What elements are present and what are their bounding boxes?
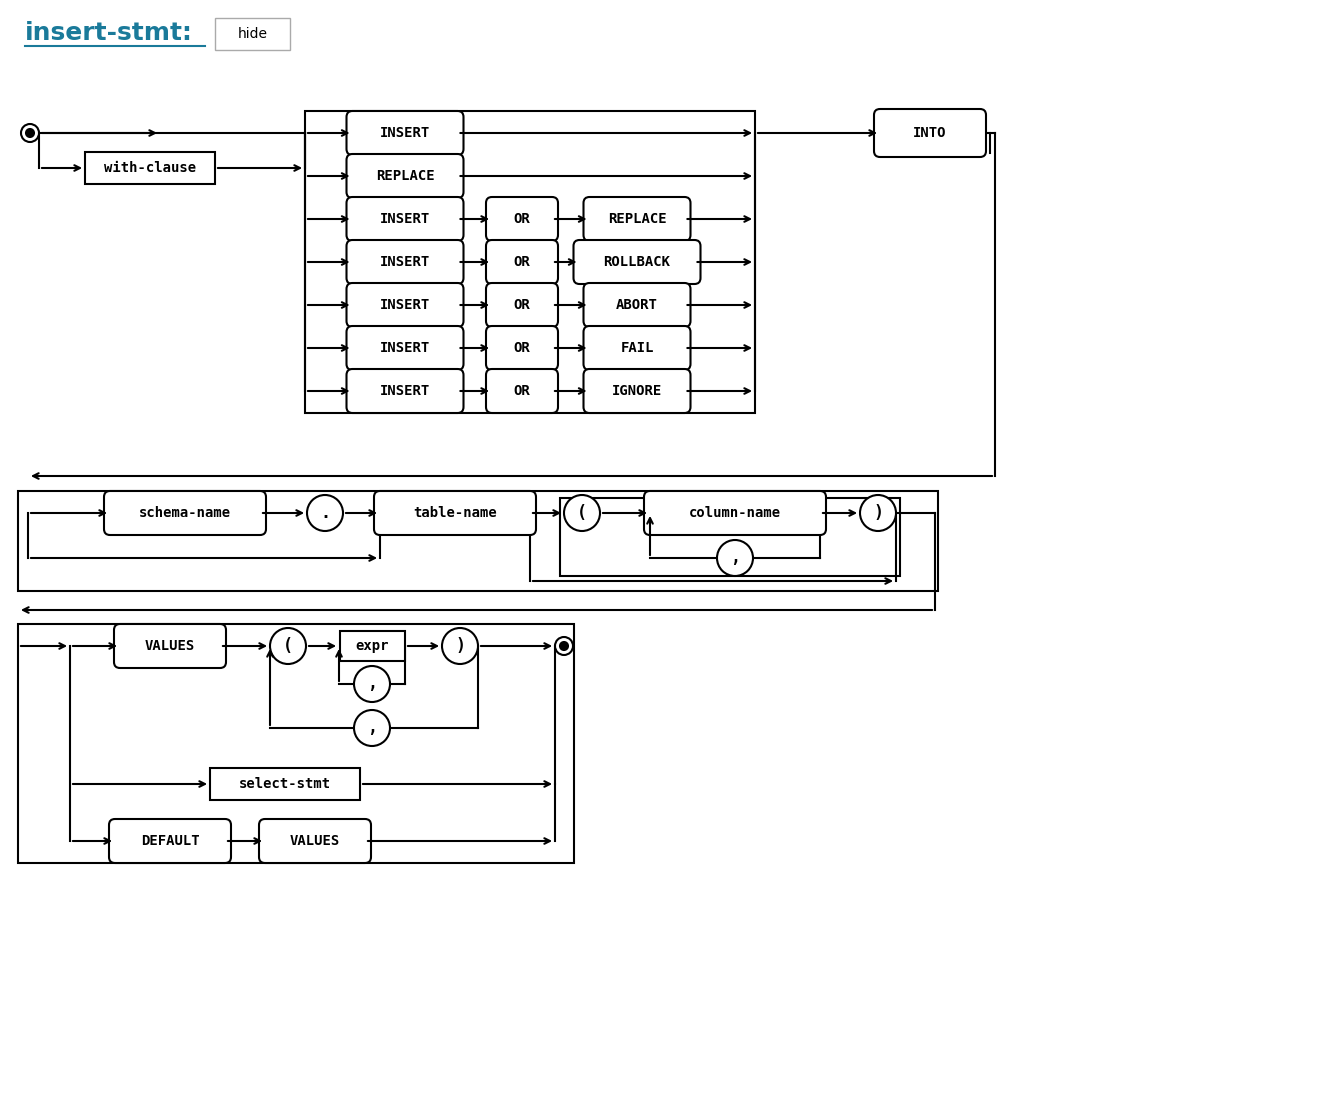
FancyBboxPatch shape bbox=[347, 240, 463, 284]
Text: INSERT: INSERT bbox=[380, 212, 430, 226]
Text: INSERT: INSERT bbox=[380, 341, 430, 356]
Text: REPLACE: REPLACE bbox=[608, 212, 666, 226]
Text: (: ( bbox=[283, 637, 293, 655]
Text: INSERT: INSERT bbox=[380, 126, 430, 140]
Text: OR: OR bbox=[514, 383, 531, 398]
Text: schema-name: schema-name bbox=[139, 506, 232, 520]
Text: select-stmt: select-stmt bbox=[238, 777, 331, 792]
FancyBboxPatch shape bbox=[109, 819, 230, 863]
FancyBboxPatch shape bbox=[347, 154, 463, 198]
FancyBboxPatch shape bbox=[347, 369, 463, 413]
Text: ROLLBACK: ROLLBACK bbox=[604, 255, 670, 269]
Text: ,: , bbox=[367, 719, 377, 737]
Text: IGNORE: IGNORE bbox=[612, 383, 662, 398]
Text: INSERT: INSERT bbox=[380, 383, 430, 398]
FancyBboxPatch shape bbox=[643, 491, 826, 536]
Circle shape bbox=[560, 642, 568, 650]
FancyBboxPatch shape bbox=[573, 240, 700, 284]
FancyBboxPatch shape bbox=[339, 631, 405, 661]
Text: insert-stmt:: insert-stmt: bbox=[25, 21, 193, 45]
Circle shape bbox=[21, 124, 38, 142]
Text: with-clause: with-clause bbox=[105, 161, 196, 176]
FancyBboxPatch shape bbox=[584, 197, 691, 241]
Text: ): ) bbox=[455, 637, 465, 655]
Text: REPLACE: REPLACE bbox=[376, 169, 434, 183]
Text: OR: OR bbox=[514, 255, 531, 269]
Circle shape bbox=[861, 495, 896, 531]
FancyBboxPatch shape bbox=[347, 111, 463, 155]
Circle shape bbox=[442, 628, 478, 664]
Circle shape bbox=[555, 637, 573, 655]
Text: OR: OR bbox=[514, 341, 531, 356]
Circle shape bbox=[270, 628, 306, 664]
FancyBboxPatch shape bbox=[114, 624, 226, 667]
Circle shape bbox=[354, 666, 391, 702]
Text: INSERT: INSERT bbox=[380, 255, 430, 269]
Text: OR: OR bbox=[514, 299, 531, 312]
FancyBboxPatch shape bbox=[486, 283, 557, 326]
Circle shape bbox=[26, 129, 34, 138]
FancyBboxPatch shape bbox=[347, 197, 463, 241]
Text: column-name: column-name bbox=[688, 506, 781, 520]
Text: OR: OR bbox=[514, 212, 531, 226]
FancyBboxPatch shape bbox=[486, 326, 557, 370]
Text: (: ( bbox=[577, 504, 587, 522]
FancyBboxPatch shape bbox=[105, 491, 266, 536]
FancyBboxPatch shape bbox=[85, 152, 214, 184]
Text: ): ) bbox=[873, 504, 883, 522]
Text: ,: , bbox=[730, 549, 740, 567]
Circle shape bbox=[718, 540, 753, 576]
FancyBboxPatch shape bbox=[584, 283, 691, 326]
Text: VALUES: VALUES bbox=[290, 834, 340, 847]
Text: INSERT: INSERT bbox=[380, 299, 430, 312]
FancyBboxPatch shape bbox=[347, 283, 463, 326]
FancyBboxPatch shape bbox=[584, 326, 691, 370]
FancyBboxPatch shape bbox=[347, 326, 463, 370]
FancyBboxPatch shape bbox=[486, 240, 557, 284]
Text: hide: hide bbox=[237, 27, 267, 41]
Text: INTO: INTO bbox=[914, 126, 947, 140]
Text: DEFAULT: DEFAULT bbox=[140, 834, 200, 847]
FancyBboxPatch shape bbox=[260, 819, 371, 863]
Circle shape bbox=[354, 710, 391, 746]
Circle shape bbox=[564, 495, 600, 531]
Circle shape bbox=[307, 495, 343, 531]
Text: .: . bbox=[320, 504, 330, 522]
Text: ,: , bbox=[367, 675, 377, 693]
Text: expr: expr bbox=[355, 639, 389, 653]
FancyBboxPatch shape bbox=[373, 491, 536, 536]
FancyBboxPatch shape bbox=[214, 18, 290, 50]
FancyBboxPatch shape bbox=[874, 108, 986, 157]
Text: ABORT: ABORT bbox=[616, 299, 658, 312]
Text: VALUES: VALUES bbox=[144, 639, 195, 653]
FancyBboxPatch shape bbox=[486, 197, 557, 241]
Text: table-name: table-name bbox=[413, 506, 496, 520]
FancyBboxPatch shape bbox=[486, 369, 557, 413]
FancyBboxPatch shape bbox=[211, 768, 360, 800]
FancyBboxPatch shape bbox=[584, 369, 691, 413]
Text: FAIL: FAIL bbox=[620, 341, 654, 356]
